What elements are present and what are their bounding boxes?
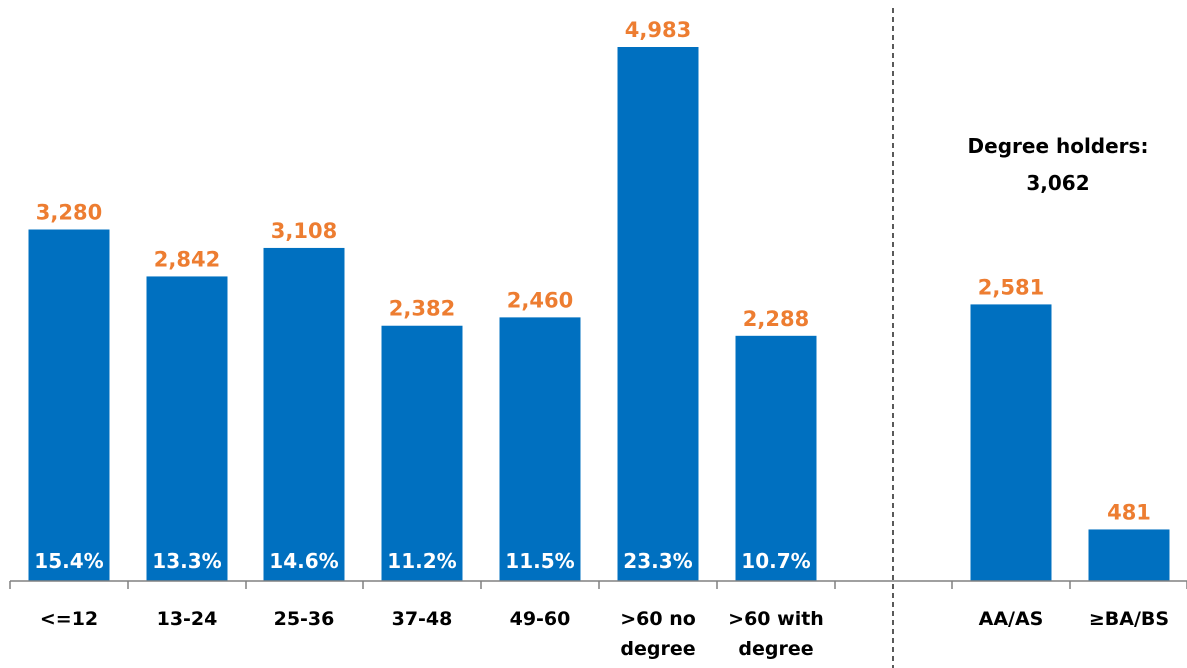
category-label-7: AA/AS xyxy=(979,608,1044,630)
category-label-2: 25-36 xyxy=(274,608,335,630)
percent-label-3: 11.2% xyxy=(387,549,456,573)
value-label-5: 4,983 xyxy=(625,18,691,42)
percent-label-6: 10.7% xyxy=(741,549,810,573)
bar-6 xyxy=(735,335,817,581)
percent-label-0: 15.4% xyxy=(34,549,103,573)
percent-label-1: 13.3% xyxy=(152,549,221,573)
category-label-5-line-0: >60 no xyxy=(620,608,696,630)
annotation-value: 3,062 xyxy=(1026,171,1089,195)
value-label-3: 2,382 xyxy=(389,297,455,321)
category-label-6-line-0: >60 with xyxy=(728,608,824,630)
percent-label-4: 11.5% xyxy=(505,549,574,573)
percent-label-5: 23.3% xyxy=(623,549,692,573)
value-label-2: 3,108 xyxy=(271,219,337,243)
category-labels-group: <=12 13-24 25-36 37-48 49-60 >60 no degree >60 … xyxy=(40,608,1169,660)
bar-7 xyxy=(970,304,1052,581)
bar-4 xyxy=(499,317,581,581)
bar-5 xyxy=(617,47,699,581)
value-label-0: 3,280 xyxy=(36,201,102,225)
category-label-8: ≥BA/BS xyxy=(1089,608,1169,630)
category-label-6-line-1: degree xyxy=(738,638,813,660)
value-labels-group: 3,280 2,842 3,108 2,382 2,460 4,983 2,288 2,581… xyxy=(36,18,1151,524)
bar-2 xyxy=(263,247,345,581)
value-label-8: 481 xyxy=(1107,500,1151,524)
category-label-3: 37-48 xyxy=(392,608,453,630)
value-label-7: 2,581 xyxy=(978,275,1044,299)
bar-0 xyxy=(28,229,110,581)
value-label-6: 2,288 xyxy=(743,307,809,331)
value-label-1: 2,842 xyxy=(154,247,220,271)
x-axis xyxy=(9,580,1187,589)
bar-8 xyxy=(1088,529,1170,581)
annotation-title: Degree holders: xyxy=(968,134,1149,158)
bars-group xyxy=(28,47,1170,581)
bar-3 xyxy=(381,325,463,581)
category-label-4: 49-60 xyxy=(510,608,571,630)
percent-label-2: 14.6% xyxy=(269,549,338,573)
category-label-1: 13-24 xyxy=(157,608,218,630)
category-label-0: <=12 xyxy=(40,608,98,630)
percent-labels-group: 15.4% 13.3% 14.6% 11.2% 11.5% 23.3% 10.7% xyxy=(34,549,810,573)
bar-1 xyxy=(146,276,228,581)
category-label-5-line-1: degree xyxy=(620,638,695,660)
value-label-4: 2,460 xyxy=(507,288,573,312)
